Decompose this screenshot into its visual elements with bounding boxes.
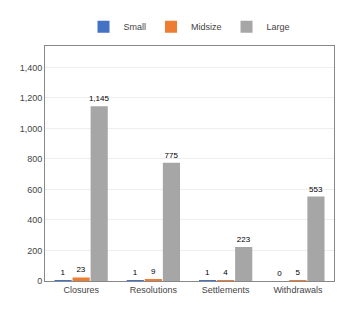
svg-text:4: 4 xyxy=(223,268,228,277)
svg-text:553: 553 xyxy=(309,185,323,194)
svg-text:0: 0 xyxy=(37,276,42,286)
svg-text:223: 223 xyxy=(237,235,251,244)
svg-text:1: 1 xyxy=(61,268,66,277)
svg-text:400: 400 xyxy=(27,215,42,225)
svg-text:Withdrawals: Withdrawals xyxy=(273,285,323,295)
svg-text:Settlements: Settlements xyxy=(202,285,250,295)
svg-text:1,145: 1,145 xyxy=(89,94,110,103)
svg-text:1,400: 1,400 xyxy=(20,63,43,73)
svg-text:Closures: Closures xyxy=(63,285,99,295)
svg-text:1: 1 xyxy=(133,268,138,277)
svg-text:9: 9 xyxy=(151,267,156,276)
svg-text:23: 23 xyxy=(76,265,85,274)
svg-text:200: 200 xyxy=(27,246,42,256)
svg-text:Resolutions: Resolutions xyxy=(130,285,178,295)
svg-text:Small: Small xyxy=(124,22,147,32)
svg-text:Large: Large xyxy=(267,22,290,32)
svg-text:1: 1 xyxy=(205,268,210,277)
svg-text:1,000: 1,000 xyxy=(20,124,43,134)
svg-text:775: 775 xyxy=(164,151,178,160)
svg-text:Midsize: Midsize xyxy=(191,22,222,32)
svg-text:1,200: 1,200 xyxy=(20,93,43,103)
svg-text:5: 5 xyxy=(295,268,300,277)
svg-text:600: 600 xyxy=(27,185,42,195)
svg-text:800: 800 xyxy=(27,154,42,164)
svg-text:0: 0 xyxy=(277,269,282,278)
